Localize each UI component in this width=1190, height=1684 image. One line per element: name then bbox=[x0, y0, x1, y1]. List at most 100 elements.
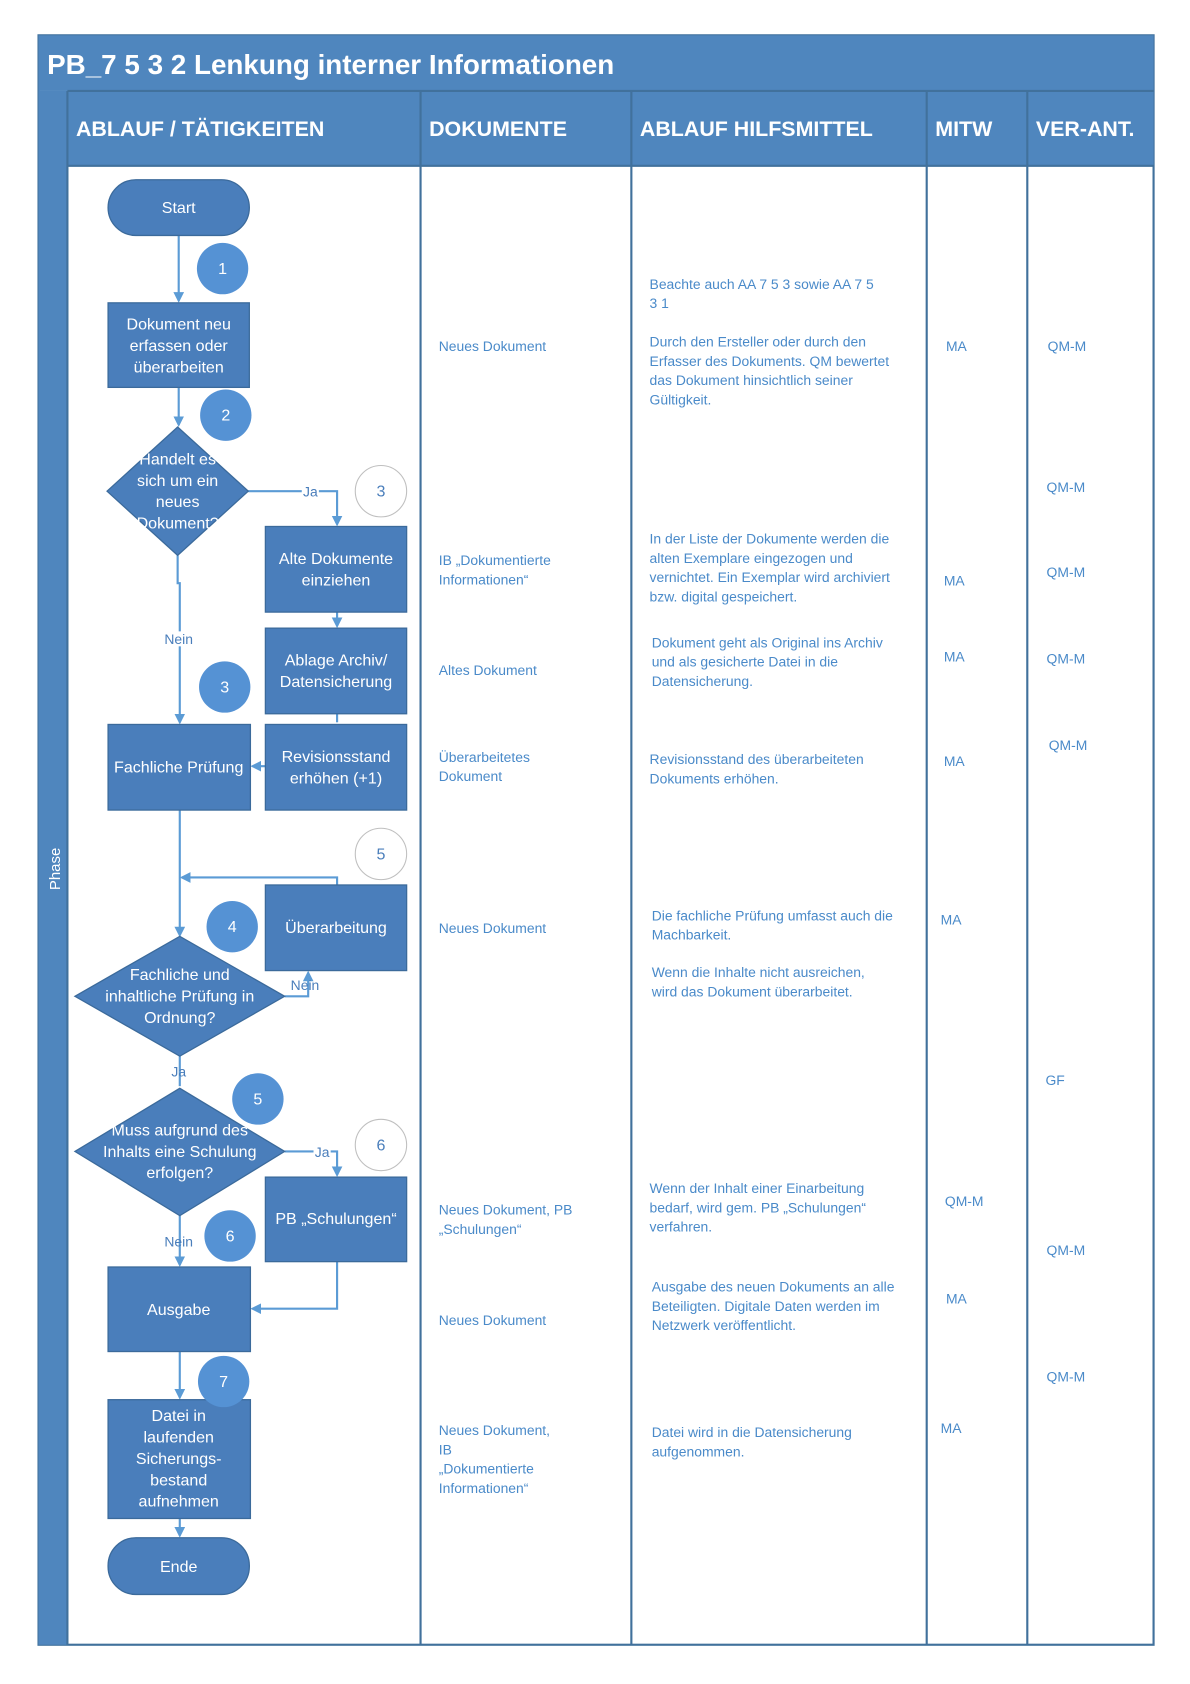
svg-text:Die fachliche Prüfung umfasst: Die fachliche Prüfung umfasst auch die bbox=[652, 907, 893, 923]
svg-text:Informationen“: Informationen“ bbox=[439, 1480, 529, 1496]
decision-pruefung[interactable]: Fachliche und inhaltliche Prüfung in Ord… bbox=[73, 935, 286, 1057]
svg-text:Ausgabe: Ausgabe bbox=[147, 1301, 210, 1319]
svg-text:QM-M: QM-M bbox=[1047, 1242, 1086, 1258]
step-revision[interactable]: Revisionsstand erhöhen (+1) bbox=[264, 723, 408, 811]
svg-text:Gültigkeit.: Gültigkeit. bbox=[650, 391, 712, 407]
svg-text:Informationen“: Informationen“ bbox=[439, 571, 529, 587]
label-ja: Ja bbox=[171, 1064, 186, 1080]
step-datei-sicherung[interactable]: Datei in laufenden Sicherungs- bestand a… bbox=[107, 1399, 252, 1520]
svg-text:Neues Dokument,: Neues Dokument, bbox=[439, 1422, 550, 1438]
label-nein: Nein bbox=[164, 631, 193, 647]
step-marker: 6 bbox=[376, 1136, 385, 1154]
end-node[interactable]: Ende bbox=[107, 1537, 250, 1596]
svg-text:MA: MA bbox=[944, 572, 966, 588]
svg-text:Datensicherung.: Datensicherung. bbox=[652, 673, 753, 689]
svg-text:laufenden: laufenden bbox=[143, 1428, 214, 1446]
svg-text:Sicherungs-: Sicherungs- bbox=[136, 1450, 222, 1468]
step-ablage[interactable]: Ablage Archiv/ Datensicherung bbox=[264, 627, 408, 715]
svg-text:einziehen: einziehen bbox=[302, 571, 371, 589]
phase-label: Phase bbox=[47, 848, 64, 890]
svg-text:sich um ein: sich um ein bbox=[137, 472, 218, 490]
step-alte-dokumente[interactable]: Alte Dokumente einziehen bbox=[264, 525, 408, 613]
svg-text:QM-M: QM-M bbox=[1047, 1368, 1086, 1384]
svg-text:Datei in: Datei in bbox=[151, 1407, 205, 1425]
label-nein: Nein bbox=[164, 1234, 193, 1250]
svg-text:Machbarkeit.: Machbarkeit. bbox=[652, 927, 732, 943]
svg-text:Wenn die Inhalte nicht ausreic: Wenn die Inhalte nicht ausreichen, bbox=[652, 964, 865, 980]
svg-text:Muss aufgrund des: Muss aufgrund des bbox=[112, 1121, 248, 1139]
svg-text:verfahren.: verfahren. bbox=[650, 1219, 713, 1235]
svg-text:Neues Dokument: Neues Dokument bbox=[439, 338, 547, 354]
start-node[interactable]: Start bbox=[107, 179, 250, 237]
svg-text:Fachliche Prüfung: Fachliche Prüfung bbox=[114, 759, 243, 777]
svg-text:bedarf, wird gem. PB „Schulung: bedarf, wird gem. PB „Schulungen“ bbox=[650, 1199, 867, 1215]
svg-text:Dokument geht als Original ins: Dokument geht als Original ins Archiv bbox=[652, 634, 883, 650]
column-header-hilfsmittel: ABLAUF HILFSMITTEL bbox=[640, 117, 873, 141]
step-schulungen[interactable]: PB „Schulungen“ bbox=[264, 1176, 408, 1263]
step-marker: 1 bbox=[218, 260, 227, 278]
step-marker: 4 bbox=[228, 918, 237, 936]
column-header-verant: VER-ANT. bbox=[1036, 117, 1135, 141]
svg-text:Ablage Archiv/: Ablage Archiv/ bbox=[285, 652, 388, 670]
svg-text:QM-M: QM-M bbox=[945, 1193, 984, 1209]
decision-neues-dokument[interactable]: Handelt es sich um ein neues Dokument? bbox=[106, 426, 250, 557]
svg-text:MA: MA bbox=[944, 648, 966, 664]
svg-text:Beteiligten. Digitale Daten we: Beteiligten. Digitale Daten werden im bbox=[652, 1298, 880, 1314]
svg-text:Dokument?: Dokument? bbox=[137, 515, 219, 533]
decision-schulung[interactable]: Muss aufgrund des Inhalts eine Schulung … bbox=[73, 1087, 286, 1217]
column-header-mitw: MITW bbox=[935, 117, 993, 141]
svg-text:Durch den Ersteller oder durch: Durch den Ersteller oder durch den bbox=[650, 334, 866, 350]
svg-text:MA: MA bbox=[946, 338, 968, 354]
svg-text:PB „Schulungen“: PB „Schulungen“ bbox=[275, 1210, 396, 1228]
step-ausgabe[interactable]: Ausgabe bbox=[107, 1266, 252, 1353]
step-fachliche-pruefung[interactable]: Fachliche Prüfung bbox=[107, 723, 252, 811]
svg-text:bestand: bestand bbox=[150, 1471, 207, 1489]
svg-text:Handelt es: Handelt es bbox=[139, 450, 216, 468]
svg-text:Revisionsstand: Revisionsstand bbox=[282, 748, 391, 766]
svg-text:QM-M: QM-M bbox=[1049, 737, 1088, 753]
svg-text:QM-M: QM-M bbox=[1047, 650, 1086, 666]
svg-text:überarbeiten: überarbeiten bbox=[134, 358, 224, 376]
svg-text:QM-M: QM-M bbox=[1047, 564, 1086, 580]
svg-text:das Dokument hinsichtlich sein: das Dokument hinsichtlich seiner bbox=[650, 372, 854, 388]
step-marker: 3 bbox=[220, 678, 229, 696]
svg-text:Dokument neu: Dokument neu bbox=[127, 316, 231, 334]
svg-text:Wenn der Inhalt einer Einarbei: Wenn der Inhalt einer Einarbeitung bbox=[650, 1180, 865, 1196]
header-row bbox=[67, 90, 1154, 166]
svg-text:Altes Dokument: Altes Dokument bbox=[439, 662, 537, 678]
svg-text:Beachte auch AA 7 5 3 sowie AA: Beachte auch AA 7 5 3 sowie AA 7 5 bbox=[650, 276, 874, 292]
svg-text:aufgenommen.: aufgenommen. bbox=[652, 1443, 745, 1459]
svg-text:und als gesicherte Datei in di: und als gesicherte Datei in die bbox=[652, 654, 839, 670]
step-marker: 3 bbox=[376, 483, 385, 501]
verant-column: QM-M QM-M QM-M QM-M QM-M GF QM-M QM-M bbox=[1045, 338, 1087, 1385]
svg-text:In der Liste der Dokumente wer: In der Liste der Dokumente werden die bbox=[650, 531, 890, 547]
phase-strip bbox=[38, 90, 68, 1645]
svg-text:MA: MA bbox=[946, 1290, 968, 1306]
svg-text:Alte Dokumente: Alte Dokumente bbox=[279, 550, 393, 568]
connectors bbox=[173, 235, 343, 1538]
svg-text:Neues Dokument: Neues Dokument bbox=[439, 920, 547, 936]
step-marker: 2 bbox=[221, 407, 230, 425]
svg-text:aufnehmen: aufnehmen bbox=[139, 1493, 219, 1511]
svg-text:erfolgen?: erfolgen? bbox=[146, 1164, 213, 1182]
svg-text:Ende: Ende bbox=[160, 1558, 198, 1576]
step-ueberarbeitung[interactable]: Überarbeitung bbox=[264, 884, 408, 972]
svg-text:wird das Dokument überarbeitet: wird das Dokument überarbeitet. bbox=[651, 983, 853, 999]
step-marker: 7 bbox=[219, 1373, 228, 1391]
svg-text:QM-M: QM-M bbox=[1047, 479, 1086, 495]
dokumente-column: Neues Dokument IB „Dokumentierte Informa… bbox=[439, 338, 573, 1496]
step-dokument-erfassen[interactable]: Dokument neu erfassen oder überarbeiten bbox=[107, 302, 250, 389]
step-marker: 5 bbox=[253, 1090, 262, 1108]
svg-text:vernichtet. Ein Exemplar wird: vernichtet. Ein Exemplar wird archiviert bbox=[650, 569, 890, 585]
svg-text:Ordnung?: Ordnung? bbox=[144, 1009, 215, 1027]
svg-text:neues: neues bbox=[156, 493, 200, 511]
svg-text:MA: MA bbox=[941, 1420, 963, 1436]
svg-text:IB: IB bbox=[439, 1441, 452, 1457]
step-markers: 1 2 3 3 5 4 5 6 6 7 bbox=[196, 242, 408, 1408]
svg-text:Inhalts eine Schulung: Inhalts eine Schulung bbox=[103, 1143, 256, 1161]
svg-text:QM-M: QM-M bbox=[1048, 338, 1087, 354]
svg-text:IB „Dokumentierte: IB „Dokumentierte bbox=[439, 552, 551, 568]
svg-text:Datensicherung: Datensicherung bbox=[280, 673, 392, 691]
svg-text:Neues Dokument: Neues Dokument bbox=[439, 1312, 547, 1328]
